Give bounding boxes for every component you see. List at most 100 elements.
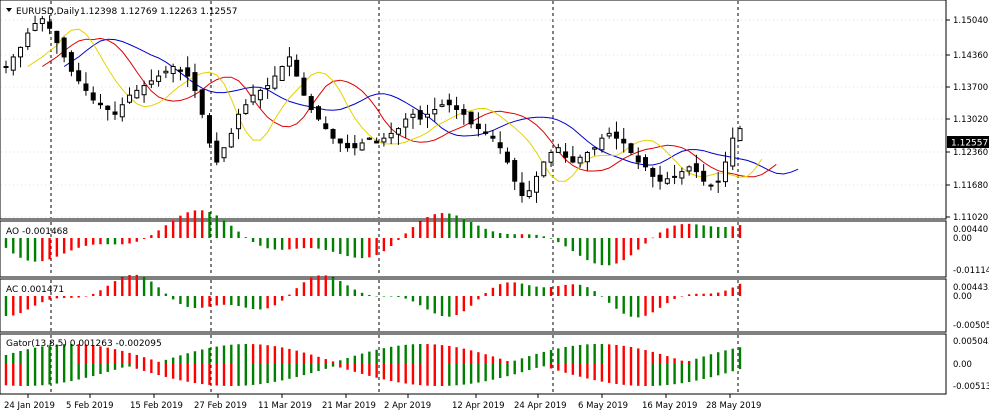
gator-upper-bar	[375, 349, 378, 364]
candle-body	[185, 67, 191, 77]
gator-lower-bar	[171, 364, 175, 379]
candle-body	[345, 142, 351, 149]
ao-bar	[201, 210, 204, 238]
ac-bar	[557, 286, 560, 296]
ac-bar	[186, 296, 189, 307]
ao-bar	[150, 235, 153, 238]
gator-lower-bar	[375, 364, 378, 378]
candle-body	[374, 140, 380, 144]
ac-bar	[564, 284, 567, 296]
ao-bar	[455, 215, 458, 238]
ao-bar	[716, 226, 720, 238]
indicator-y-tick-label: 0.004435	[953, 283, 989, 293]
gator-lower-bar	[92, 364, 95, 376]
ac-bar	[41, 296, 44, 303]
ac-bar	[208, 296, 211, 307]
gator-upper-bar	[578, 344, 582, 364]
ao-bar	[288, 238, 291, 250]
ac-bar	[687, 294, 691, 296]
gator-lower-bar	[230, 364, 233, 386]
candle-body	[97, 102, 103, 106]
gator-upper-bar	[484, 354, 487, 364]
ao-bar	[484, 228, 487, 238]
gator-upper-bar	[317, 356, 320, 364]
candle-body	[650, 168, 656, 177]
gator-upper-bar	[128, 352, 131, 364]
gator-upper-bar	[389, 346, 393, 364]
x-tick-label: 12 Apr 2019	[452, 401, 505, 411]
gator-lower-bar	[629, 364, 633, 386]
ac-bar	[113, 281, 117, 296]
ac-bar	[353, 289, 357, 296]
gator-upper-bar	[368, 351, 371, 364]
candle-body	[18, 46, 24, 58]
candle-body	[679, 171, 685, 179]
y-tick-label: 1.13020	[953, 115, 988, 125]
ao-bar	[477, 225, 480, 238]
ac-bar	[673, 296, 676, 299]
gator-upper-bar	[77, 344, 80, 364]
candle-body	[722, 161, 728, 183]
gator-upper-bar	[41, 346, 44, 364]
ao-bar	[251, 238, 255, 242]
gator-upper-bar	[419, 344, 422, 364]
gator-lower-bar	[528, 364, 531, 371]
gator-upper-bar	[498, 358, 502, 364]
ac-bar	[266, 296, 269, 309]
ac-bar	[230, 296, 233, 306]
ao-bar	[92, 238, 95, 245]
candle-body	[388, 132, 394, 139]
gator-lower-bar	[121, 364, 124, 368]
ac-bar	[280, 296, 284, 301]
ac-bar	[142, 277, 146, 296]
candle-body	[47, 21, 53, 29]
gator-upper-bar	[113, 349, 117, 364]
x-tick-label: 27 Feb 2019	[194, 401, 247, 411]
ao-bar	[33, 238, 37, 262]
gator-upper-bar	[179, 355, 182, 364]
ac-bar	[128, 275, 131, 296]
candle-body	[359, 142, 365, 151]
gator-upper-bar	[506, 361, 509, 364]
ao-bar	[615, 238, 618, 264]
gator-lower-bar	[564, 364, 567, 373]
ao-bar	[600, 238, 604, 266]
gator-lower-bar	[666, 364, 669, 386]
gator-title: Gator(13,8,5) 0.001263 -0.002095	[6, 339, 162, 349]
gator-lower-bar	[716, 364, 720, 376]
ac-bar	[389, 296, 393, 297]
ao-bar	[702, 225, 705, 238]
ac-bar	[426, 296, 429, 310]
ao-bar	[658, 232, 662, 238]
gator-upper-bar	[99, 346, 102, 364]
ao-bar	[586, 238, 589, 261]
ao-bar	[440, 213, 444, 238]
gator-upper-bar	[295, 350, 298, 364]
gator-lower-bar	[70, 364, 73, 382]
gator-lower-bar	[411, 364, 415, 385]
ao-bar	[346, 238, 349, 257]
gator-upper-bar	[310, 354, 313, 364]
gator-lower-bar	[404, 364, 407, 384]
x-tick-label: 16 May 2019	[642, 401, 697, 411]
dropdown-triangle-icon[interactable]	[6, 8, 12, 12]
ao-bar	[331, 238, 335, 252]
gator-lower-bar	[571, 364, 575, 375]
candle-body	[425, 113, 431, 118]
ac-bar	[484, 293, 487, 296]
gator-lower-bar	[208, 364, 211, 385]
ac-bar	[295, 288, 298, 296]
gator-lower-bar	[419, 364, 422, 386]
ac-bar	[251, 296, 255, 309]
gator-upper-bar	[615, 344, 618, 364]
gator-upper-bar	[215, 346, 218, 364]
candle-body	[214, 140, 220, 163]
ao-bar	[135, 238, 139, 242]
ac-title: AC 0.001471	[6, 285, 64, 295]
ao-bar	[302, 238, 306, 249]
ac-bar	[716, 292, 720, 296]
gator-upper-bar	[600, 344, 604, 364]
gator-upper-bar	[673, 358, 676, 364]
